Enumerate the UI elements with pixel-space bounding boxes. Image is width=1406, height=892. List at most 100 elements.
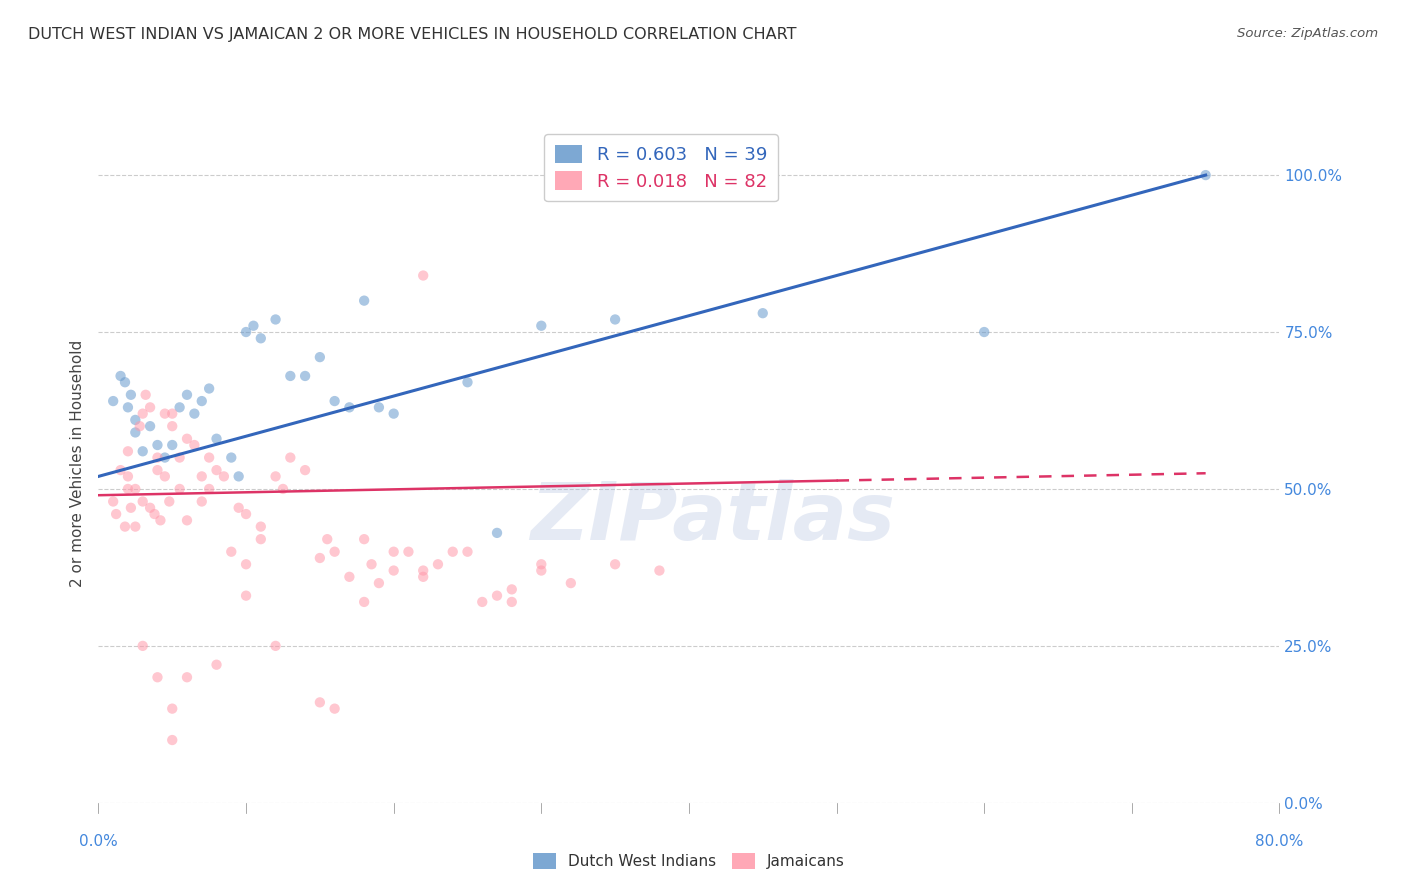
Point (176, 513, 198, 527)
Point (221, 450, 243, 465)
Point (198, 482, 221, 496)
Point (242, 318, 264, 333)
Point (162, 701, 183, 715)
Point (128, 419, 150, 434)
Point (323, 701, 346, 715)
Point (316, 532, 339, 546)
Point (139, 500, 162, 515)
Point (176, 670, 198, 684)
Point (103, 494, 125, 508)
Point (235, 589, 257, 603)
Point (235, 507, 257, 521)
Point (139, 419, 162, 434)
Point (235, 558, 257, 572)
Point (120, 500, 142, 515)
Point (132, 639, 155, 653)
Point (117, 482, 139, 496)
Point (228, 469, 250, 483)
Point (114, 376, 136, 390)
Point (212, 469, 235, 483)
Point (501, 595, 523, 609)
Text: 80.0%: 80.0% (1256, 834, 1303, 849)
Point (162, 407, 183, 421)
Point (205, 432, 228, 446)
Point (117, 444, 139, 458)
Text: DUTCH WEST INDIAN VS JAMAICAN 2 OR MORE VEHICLES IN HOUSEHOLD CORRELATION CHART: DUTCH WEST INDIAN VS JAMAICAN 2 OR MORE … (28, 27, 797, 42)
Text: ZIPatlas: ZIPatlas (530, 479, 896, 558)
Text: Source: ZipAtlas.com: Source: ZipAtlas.com (1237, 27, 1378, 40)
Point (124, 482, 146, 496)
Point (120, 388, 142, 402)
Point (205, 657, 228, 672)
Point (205, 463, 228, 477)
Point (323, 545, 346, 559)
Point (271, 482, 294, 496)
Point (339, 401, 360, 415)
Point (353, 293, 375, 308)
Text: 0.0%: 0.0% (79, 834, 118, 849)
Legend: Dutch West Indians, Jamaicans: Dutch West Indians, Jamaicans (527, 847, 851, 875)
Point (198, 382, 221, 396)
Point (132, 494, 155, 508)
Point (264, 639, 287, 653)
Point (412, 268, 434, 283)
Legend: R = 0.603   N = 39, R = 0.018   N = 82: R = 0.603 N = 39, R = 0.018 N = 82 (544, 134, 778, 202)
Point (124, 425, 146, 440)
Point (278, 368, 302, 383)
Point (486, 589, 509, 603)
Point (149, 513, 172, 527)
Point (382, 407, 405, 421)
Point (605, 312, 627, 326)
Point (162, 438, 183, 452)
Point (973, 325, 995, 339)
Point (456, 545, 478, 559)
Point (250, 331, 273, 345)
Point (124, 519, 146, 533)
Point (456, 376, 478, 390)
Point (169, 450, 191, 465)
Point (124, 413, 146, 427)
Point (560, 576, 582, 591)
Point (183, 407, 205, 421)
Point (309, 695, 332, 709)
Point (309, 350, 332, 364)
Point (183, 438, 205, 452)
Point (117, 401, 139, 415)
Point (250, 519, 273, 533)
Point (353, 532, 375, 546)
Point (143, 507, 166, 521)
Point (105, 507, 128, 521)
Point (486, 525, 509, 540)
Point (530, 558, 553, 572)
Point (157, 494, 180, 508)
Point (412, 570, 434, 584)
Point (132, 444, 155, 458)
Point (360, 558, 382, 572)
Point (235, 325, 257, 339)
Point (117, 469, 139, 483)
Point (368, 576, 391, 591)
Point (191, 469, 214, 483)
Point (648, 564, 671, 578)
Point (323, 394, 346, 409)
Point (353, 595, 375, 609)
Point (396, 545, 419, 559)
Point (427, 558, 450, 572)
Point (294, 368, 316, 383)
Point (501, 582, 523, 597)
Point (530, 318, 553, 333)
Point (162, 419, 183, 434)
Point (250, 532, 273, 546)
Point (146, 463, 169, 477)
Point (146, 438, 169, 452)
Point (176, 388, 198, 402)
Point (264, 312, 287, 326)
Point (441, 545, 464, 559)
Point (146, 450, 169, 465)
Point (176, 432, 198, 446)
Point (278, 450, 302, 465)
Point (169, 401, 191, 415)
Point (110, 368, 132, 383)
Point (135, 388, 157, 402)
Point (191, 394, 214, 409)
